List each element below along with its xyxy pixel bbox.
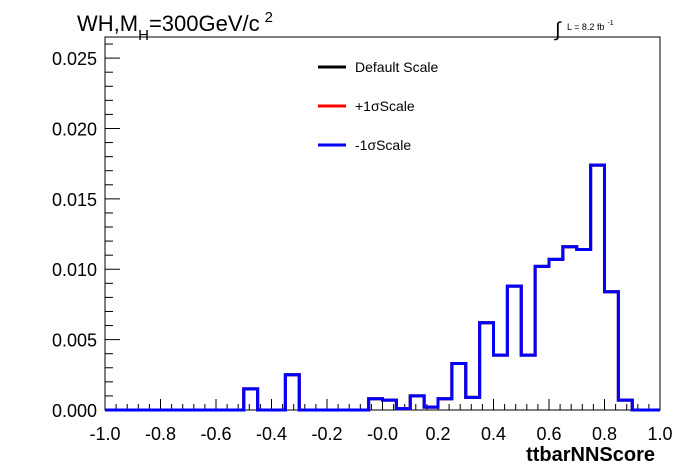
x-tick-label: 0.8 [592, 424, 617, 444]
legend-label: -1σScale [355, 137, 411, 153]
legend-label: +1σScale [355, 98, 415, 114]
legend: Default Scale +1σScale -1σScale [318, 59, 438, 153]
x-tick-label: -0.8 [145, 424, 176, 444]
lumi-text: L = 8.2 fb [567, 22, 604, 32]
y-tick-label: 0.005 [52, 331, 97, 351]
y-tick-label: 0.000 [52, 401, 97, 421]
plot-frame [104, 36, 661, 411]
x-tick-label: -0.0 [367, 424, 398, 444]
lumi-integral-sign: ∫ [554, 19, 562, 41]
x-axis-title: ttbarNNScore [526, 444, 655, 466]
x-tick-label: -0.2 [311, 424, 342, 444]
y-tick-label: 0.015 [52, 190, 97, 210]
y-tick-label: 0.020 [52, 119, 97, 139]
x-tick-label: -0.6 [200, 424, 231, 444]
x-tick-label: -1.0 [89, 424, 120, 444]
x-tick-label: -0.4 [256, 424, 287, 444]
series-line-0 [105, 163, 660, 412]
title-subscript: H [138, 27, 149, 44]
lumi-superscript: -1 [607, 20, 613, 27]
title-rest: =300GeV/c [149, 11, 260, 36]
title-superscript: 2 [265, 9, 273, 26]
series-line-2 [105, 163, 660, 412]
y-tick-labels: 0.000 0.005 0.010 0.015 0.020 0.025 [52, 49, 97, 421]
x-tick-labels: -1.0 -0.8 -0.6 -0.4 -0.2 -0.0 0.2 0.4 0.6 0.8 1.0 [89, 424, 672, 444]
lumi-label: L = 8.2 fb -1 [567, 20, 614, 32]
y-tick-label: 0.025 [52, 49, 97, 69]
x-tick-label: 0.6 [536, 424, 561, 444]
title-main: WH,M [77, 11, 138, 36]
x-tick-label: 0.4 [481, 424, 506, 444]
series-line-1 [105, 163, 660, 412]
y-tick-label: 0.010 [52, 260, 97, 280]
x-tick-label: 1.0 [647, 424, 672, 444]
legend-label: Default Scale [355, 59, 438, 75]
x-tick-label: 0.2 [425, 424, 450, 444]
chart-title: WH,MH=300GeV/c 2 [77, 9, 273, 44]
histogram-series [105, 163, 660, 412]
